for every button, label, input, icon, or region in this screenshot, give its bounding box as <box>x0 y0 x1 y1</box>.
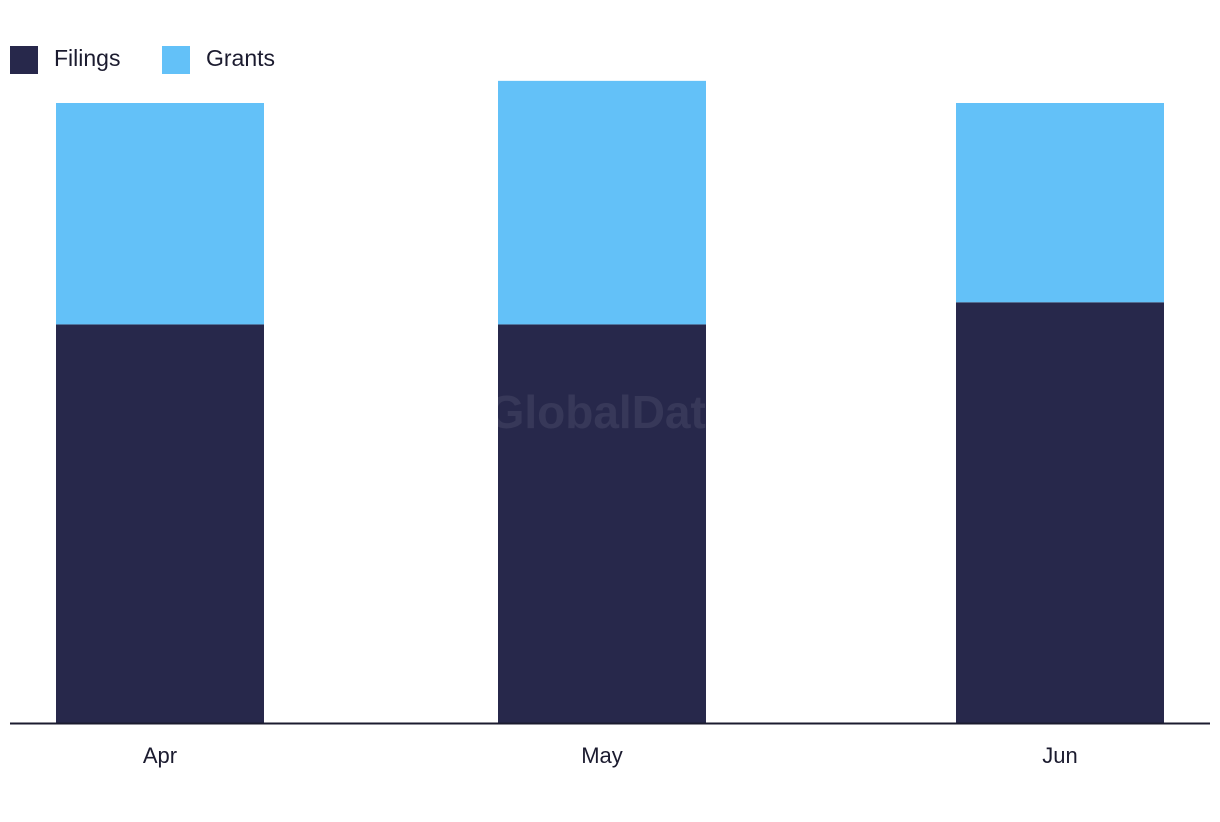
bar-grants-jun <box>956 103 1164 303</box>
watermark: GlobalData <box>489 386 732 438</box>
x-tick-label-jun: Jun <box>1042 743 1077 768</box>
bar-filings-apr <box>56 324 264 723</box>
x-tick-label-may: May <box>581 743 623 768</box>
legend-label-filings: Filings <box>54 45 120 71</box>
legend: Filings Grants <box>10 45 275 74</box>
bar-filings-may <box>498 324 706 723</box>
bar-filings-jun <box>956 302 1164 723</box>
bars-group <box>56 80 1164 723</box>
bar-grants-apr <box>56 103 264 325</box>
legend-label-grants: Grants <box>206 45 275 71</box>
x-tick-label-apr: Apr <box>143 743 177 768</box>
bar-grants-may <box>498 80 706 325</box>
legend-swatch-filings <box>10 46 38 74</box>
legend-swatch-grants <box>162 46 190 74</box>
x-axis-ticks: Apr May Jun <box>143 743 1078 768</box>
